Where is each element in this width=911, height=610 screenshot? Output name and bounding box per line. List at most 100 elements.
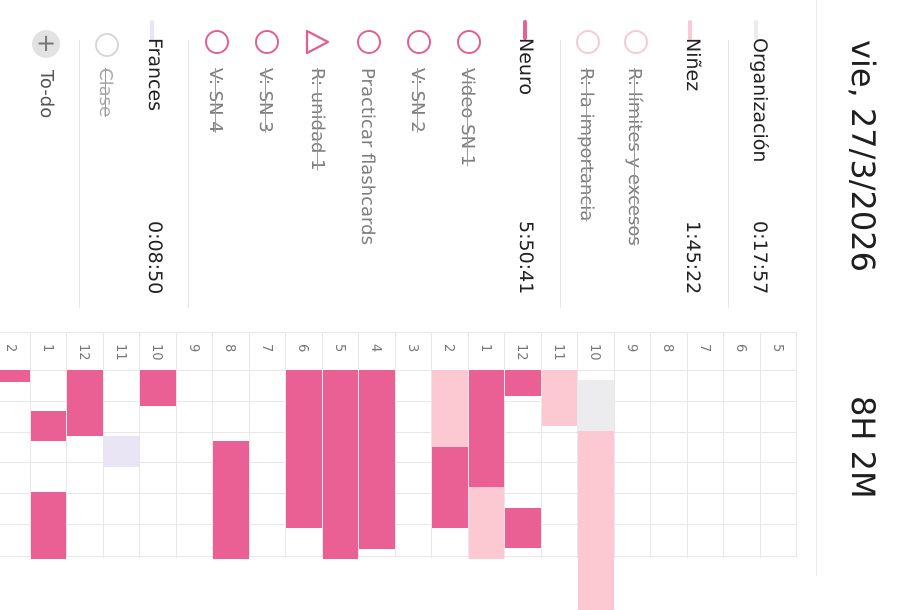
todo-label[interactable]: To-do	[36, 70, 57, 119]
activity-block-neuro[interactable]	[505, 370, 541, 396]
category-color-organizacion	[754, 20, 758, 40]
task-checkbox-icon[interactable]	[624, 30, 648, 54]
activity-block-frances[interactable]	[103, 436, 139, 467]
hour-label: 8	[222, 344, 237, 353]
category-name-neuro[interactable]: Neuro	[515, 38, 537, 95]
task-triangle-icon[interactable]	[304, 29, 330, 55]
task-checkbox-icon[interactable]	[255, 30, 279, 54]
hour-label: 6	[295, 344, 310, 353]
task-checkbox-icon[interactable]	[407, 30, 431, 54]
grid-column-line	[431, 332, 432, 558]
activity-block-neuro[interactable]	[286, 370, 322, 529]
task-checkbox-icon[interactable]	[357, 30, 381, 54]
activity-block-neuro[interactable]	[322, 370, 358, 559]
task-label[interactable]: V: SN 3	[255, 68, 276, 133]
hour-label: 6	[733, 344, 748, 353]
date-title[interactable]: vie, 27/3/2026	[844, 40, 882, 272]
task-label[interactable]: R: unidad 1	[307, 68, 328, 171]
hour-label: 12	[76, 344, 91, 361]
grid-column-line	[614, 332, 615, 558]
task-label[interactable]: R: límites y excesos	[624, 68, 645, 246]
hour-label: 4	[368, 344, 383, 353]
activity-block-neuro[interactable]	[30, 492, 66, 559]
activity-block-ninez[interactable]	[578, 431, 614, 610]
category-name-organizacion[interactable]: Organización	[749, 38, 771, 163]
grid-column-line	[249, 332, 250, 558]
hour-label: 11	[113, 344, 128, 361]
task-label[interactable]: V: SN 4	[205, 68, 226, 133]
task-checkbox-icon[interactable]	[95, 33, 119, 57]
timeline-grid[interactable]: 5 6 7 8 9 10 11 12 1 2 3 4 5 6 7 8 9 10 11 12 1 2	[0, 332, 797, 610]
task-label[interactable]: R: la importancia	[576, 68, 597, 222]
activity-block-neuro[interactable]	[432, 446, 468, 529]
task-checkbox-icon[interactable]	[205, 30, 229, 54]
activity-block-neuro[interactable]	[0, 370, 30, 383]
grid-row-line	[0, 401, 796, 402]
hour-label: 3	[405, 344, 420, 353]
task-label[interactable]: Video SN 1	[457, 68, 478, 167]
activity-block-neuro[interactable]	[30, 410, 66, 442]
grid-column-line	[176, 332, 177, 558]
activity-block-neuro[interactable]	[505, 507, 541, 549]
hour-label: 9	[624, 344, 639, 353]
hour-label: 2	[3, 344, 18, 353]
activity-block-ninez[interactable]	[468, 487, 504, 559]
category-time-neuro: 5:50:41	[515, 221, 537, 295]
grid-column-line	[687, 332, 688, 558]
activity-block-organizacion[interactable]	[578, 380, 614, 432]
hour-label: 1	[40, 344, 55, 353]
task-label[interactable]: Practicar flashcards	[357, 68, 378, 245]
grid-column-line	[285, 332, 286, 558]
grid-column-line	[395, 332, 396, 558]
category-time-ninez: 1:45:22	[682, 221, 704, 295]
hour-label: 8	[660, 344, 675, 353]
activity-block-neuro[interactable]	[468, 370, 504, 488]
hour-label: 7	[259, 344, 274, 353]
hour-label: 5	[770, 344, 785, 353]
category-time-frances: 0:08:50	[144, 221, 166, 295]
grid-row-line	[0, 556, 796, 557]
grid-column-line	[504, 332, 505, 558]
task-label[interactable]: V: SN 2	[407, 68, 428, 133]
hour-label: 10	[149, 344, 164, 361]
total-duration: 8H 2M	[844, 396, 882, 499]
category-separator	[79, 40, 80, 308]
grid-column-line	[650, 332, 651, 558]
hour-label: 9	[186, 344, 201, 353]
grid-row-line	[0, 493, 796, 494]
hour-label: 5	[332, 344, 347, 353]
category-name-frances[interactable]: Frances	[144, 38, 166, 112]
grid-row-line	[0, 462, 796, 463]
category-separator	[560, 40, 561, 308]
activity-block-neuro[interactable]	[67, 370, 103, 437]
add-todo-button[interactable]: +	[32, 30, 60, 58]
hour-label: 7	[697, 344, 712, 353]
grid-column-line	[212, 332, 213, 558]
grid-row-line	[0, 432, 796, 433]
grid-row-line	[0, 524, 796, 525]
category-separator	[188, 40, 189, 308]
grid-column-line	[139, 332, 140, 558]
activity-block-neuro[interactable]	[359, 370, 395, 549]
grid-row-line	[0, 332, 796, 333]
hour-label: 10	[587, 344, 602, 361]
hour-label: 2	[441, 344, 456, 353]
hour-label: 12	[514, 344, 529, 361]
grid-column-line	[577, 332, 578, 558]
grid-column-line	[760, 332, 761, 558]
grid-column-line	[541, 332, 542, 558]
grid-column-line	[723, 332, 724, 558]
grid-row-line	[0, 370, 796, 371]
category-color-ninez	[688, 20, 692, 40]
category-name-ninez[interactable]: Niñez	[682, 38, 704, 92]
activity-block-ninez[interactable]	[541, 370, 577, 427]
activity-block-neuro[interactable]	[213, 441, 249, 559]
task-checkbox-icon[interactable]	[457, 30, 481, 54]
activity-block-ninez[interactable]	[432, 370, 468, 447]
hour-label: 11	[551, 344, 566, 361]
task-checkbox-icon[interactable]	[576, 30, 600, 54]
task-label[interactable]: Clase	[95, 68, 116, 118]
grid-column-line	[30, 332, 31, 558]
grid-column-line	[358, 332, 359, 558]
activity-block-neuro[interactable]	[140, 370, 176, 406]
